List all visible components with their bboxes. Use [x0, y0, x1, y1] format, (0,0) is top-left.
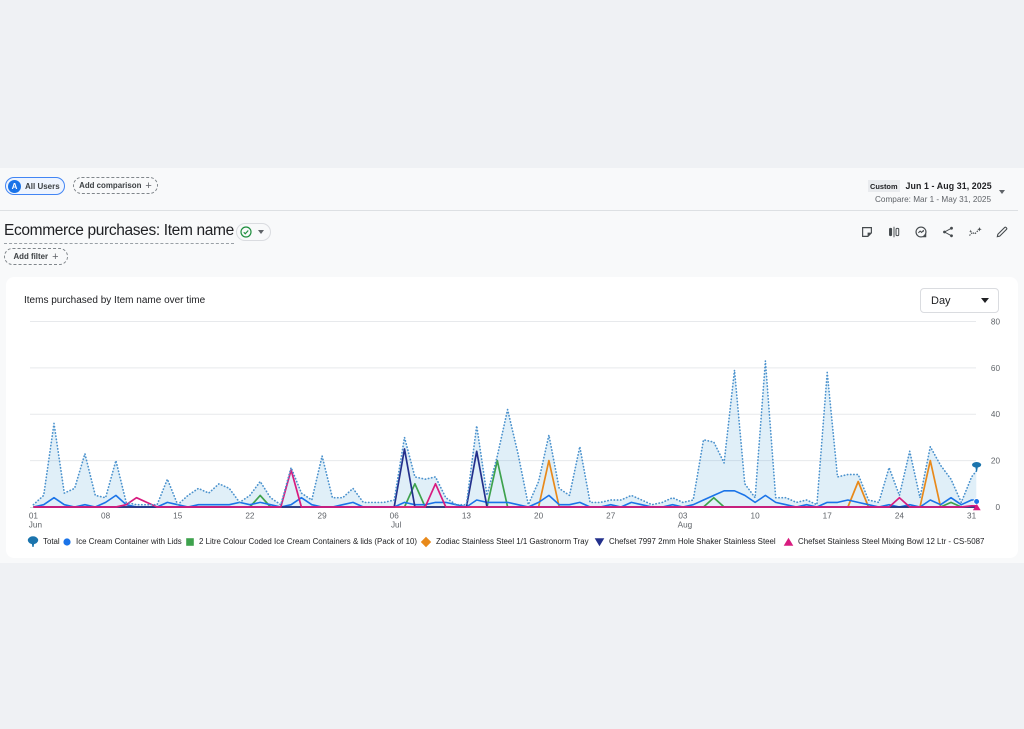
svg-text:01: 01 — [29, 512, 39, 521]
svg-text:Aug: Aug — [678, 521, 693, 530]
svg-text:08: 08 — [101, 512, 111, 521]
svg-text:17: 17 — [823, 512, 833, 521]
svg-text:15: 15 — [173, 512, 183, 521]
svg-text:10: 10 — [751, 512, 761, 521]
svg-text:29: 29 — [318, 512, 328, 521]
svg-text:13: 13 — [462, 512, 472, 521]
svg-text:06: 06 — [390, 512, 400, 521]
svg-text:20: 20 — [534, 512, 544, 521]
svg-text:Jul: Jul — [391, 521, 402, 530]
svg-text:40: 40 — [991, 410, 1001, 419]
svg-text:80: 80 — [991, 318, 1001, 327]
svg-text:60: 60 — [991, 364, 1001, 373]
svg-text:20: 20 — [991, 457, 1001, 466]
svg-text:Jun: Jun — [29, 521, 43, 530]
svg-text:27: 27 — [606, 512, 616, 521]
svg-text:0: 0 — [995, 503, 1000, 512]
svg-text:22: 22 — [245, 512, 255, 521]
svg-text:31: 31 — [967, 512, 977, 521]
svg-text:24: 24 — [895, 512, 905, 521]
svg-text:03: 03 — [678, 512, 688, 521]
